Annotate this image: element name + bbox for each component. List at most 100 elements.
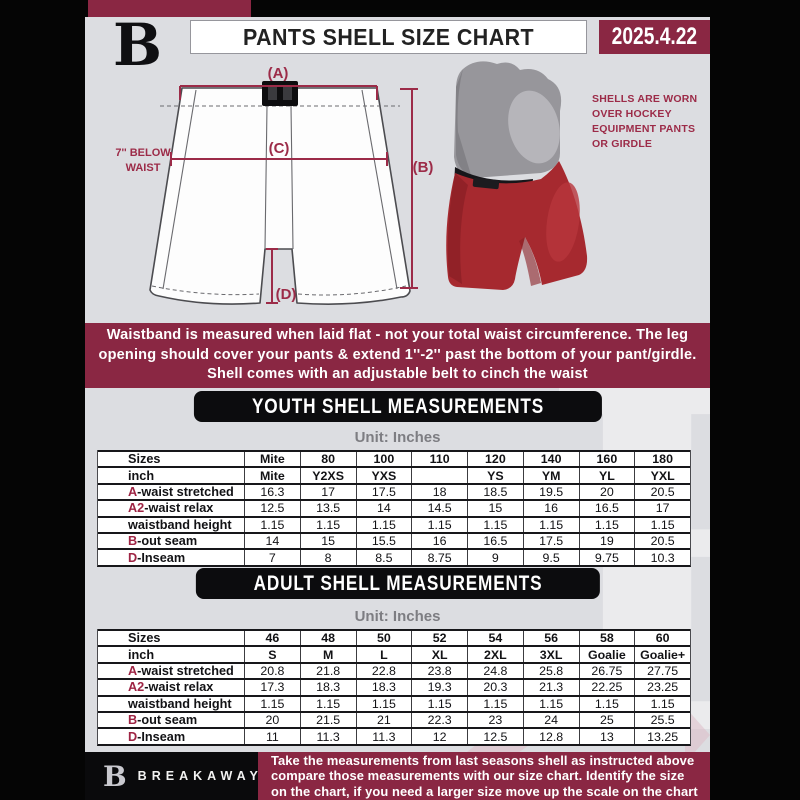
table-cell: S: [244, 647, 300, 662]
table-cell: 60: [634, 631, 690, 646]
table-cell: 1.15: [244, 517, 300, 532]
table-cell: 14.5: [411, 501, 467, 516]
table-cell: 23: [467, 712, 523, 728]
row-label-text: Sizes: [128, 631, 161, 646]
table-row: B -out seam 20 21.5 21 22.3 23 24 25 25.5: [98, 710, 690, 728]
row-label: A -waist stretched: [98, 664, 244, 678]
table-cell: 16: [411, 533, 467, 549]
text-line: OVER HOCKEY: [592, 108, 672, 120]
buckle-slot: [283, 87, 292, 100]
table-row: A2 -waist relax 17.3 18.3 18.3 19.3 20.3 21.3 22…: [98, 678, 690, 695]
label-d: (D): [276, 286, 297, 303]
row-label: inch: [98, 468, 244, 483]
table-cell: 11.3: [355, 729, 412, 744]
table-cell: 21.5: [299, 712, 356, 728]
belt-buckle-icon: [262, 81, 298, 106]
shell-shade-crotch: [519, 237, 541, 286]
footer: B BREAKAWAY Take the measurements from l…: [85, 752, 710, 800]
row-label-text: -out seam: [137, 534, 198, 549]
table-cell: 9.5: [522, 550, 579, 565]
table-cell: XL: [411, 647, 467, 662]
table-cell: 180: [634, 452, 690, 467]
table-cell: 21: [355, 712, 412, 728]
table-cell: 11: [244, 729, 300, 744]
thigh-pad: [508, 90, 560, 164]
table-cell: 2XL: [467, 647, 523, 662]
table-cell: 23.25: [634, 680, 690, 695]
table-cell: 1.15: [411, 696, 467, 711]
table-cell: 20: [244, 712, 300, 728]
photo-note: SHELLS ARE WORN OVER HOCKEY EQUIPMENT PANT…: [592, 92, 708, 152]
table-cell: 160: [578, 452, 635, 467]
table-cell: 1.15: [634, 696, 690, 711]
table-cell: 80: [299, 452, 356, 467]
table-cell: Mite: [244, 468, 300, 483]
table-cell: 19.3: [411, 680, 467, 695]
table-cell: 8.75: [411, 550, 467, 565]
table-cell: 1.15: [578, 696, 635, 711]
table-cell: 1.15: [634, 517, 690, 532]
table-cell: [411, 468, 467, 483]
table-cell: 15: [467, 501, 523, 516]
table-cell: 1.15: [467, 517, 523, 532]
row-label: B -out seam: [98, 534, 244, 548]
table-cell: 21.8: [299, 663, 356, 679]
row-label: B -out seam: [98, 713, 244, 727]
table-cell: M: [299, 647, 356, 662]
table-cell: 120: [467, 452, 523, 467]
table-cell: Goalie+: [634, 647, 690, 662]
table-cell: Y2XS: [299, 468, 356, 483]
table-cell: 16.5: [578, 501, 635, 516]
table-cell: 17.5: [355, 484, 412, 500]
table-row: D -Inseam 7 8 8.5 8.75 9 9.5 9.75 10.3: [98, 548, 690, 565]
youth-size-table: Sizes Mite 80 100 110 120 140 160 180 inch Mite Y2X…: [97, 450, 691, 567]
top-accent-tab: [88, 0, 251, 17]
table-cell: 52: [411, 631, 467, 646]
table-row: A -waist stretched 16.3 17 17.5 18 18.5 19.5 20 2…: [98, 482, 690, 500]
table-cell: 48: [299, 631, 356, 646]
row-label: Sizes: [98, 631, 244, 645]
table-cell: 12: [411, 729, 467, 744]
row-label-text: inch: [128, 468, 155, 483]
table-cell: 17.5: [522, 533, 579, 549]
adult-section-banner: ADULT SHELL MEASUREMENTS: [195, 568, 600, 599]
measurement-line-c: [170, 152, 388, 166]
youth-section-banner: YOUTH SHELL MEASUREMENTS: [193, 391, 602, 422]
table-cell: 1.15: [522, 696, 579, 711]
date-text: 2025.4.22: [611, 23, 698, 50]
row-label-prefix: A2: [128, 501, 145, 516]
table-cell: 27.75: [634, 663, 690, 679]
table-cell: 20.5: [634, 484, 690, 500]
row-label-text: waistband height: [128, 696, 232, 711]
side-seam-left: [162, 89, 197, 290]
table-cell: 3XL: [522, 647, 579, 662]
table-cell: 12.5: [467, 729, 523, 744]
table-cell: 18.3: [299, 680, 356, 695]
table-cell: 1.15: [299, 517, 356, 532]
footer-brand-name: BREAKAWAY: [137, 769, 263, 783]
text-line: EQUIPMENT PANTS: [592, 123, 696, 135]
measurement-line-b: [400, 88, 418, 289]
table-cell: 25.8: [522, 663, 579, 679]
shell-shade-left: [447, 173, 468, 284]
table-cell: 1.15: [467, 696, 523, 711]
table-cell: 1.15: [522, 517, 579, 532]
brand-logo-icon: B: [113, 17, 163, 79]
notice-banner: Waistband is measured when laid flat - n…: [85, 323, 710, 388]
table-cell: 1.15: [411, 517, 467, 532]
buckle-slot: [268, 87, 277, 100]
content-sheet: B PANTS SHELL SIZE CHART 2025.4.22 (A: [85, 17, 710, 800]
text-line: on the chart, if you need a larger size …: [271, 783, 698, 799]
row-label: Sizes: [98, 452, 244, 466]
row-label: D -Inseam: [98, 729, 244, 744]
table-row: D -Inseam 11 11.3 11.3 12 12.5 12.8 13 13.25: [98, 727, 690, 744]
table-cell: 17.3: [244, 680, 300, 695]
table-cell: 50: [355, 631, 412, 646]
row-label-text: Sizes: [128, 452, 161, 467]
table-cell: 11.3: [299, 729, 356, 744]
row-label-prefix: A: [128, 663, 138, 678]
table-cell: 100: [355, 452, 412, 467]
label-c: (C): [269, 140, 290, 157]
table-cell: 110: [411, 452, 467, 467]
